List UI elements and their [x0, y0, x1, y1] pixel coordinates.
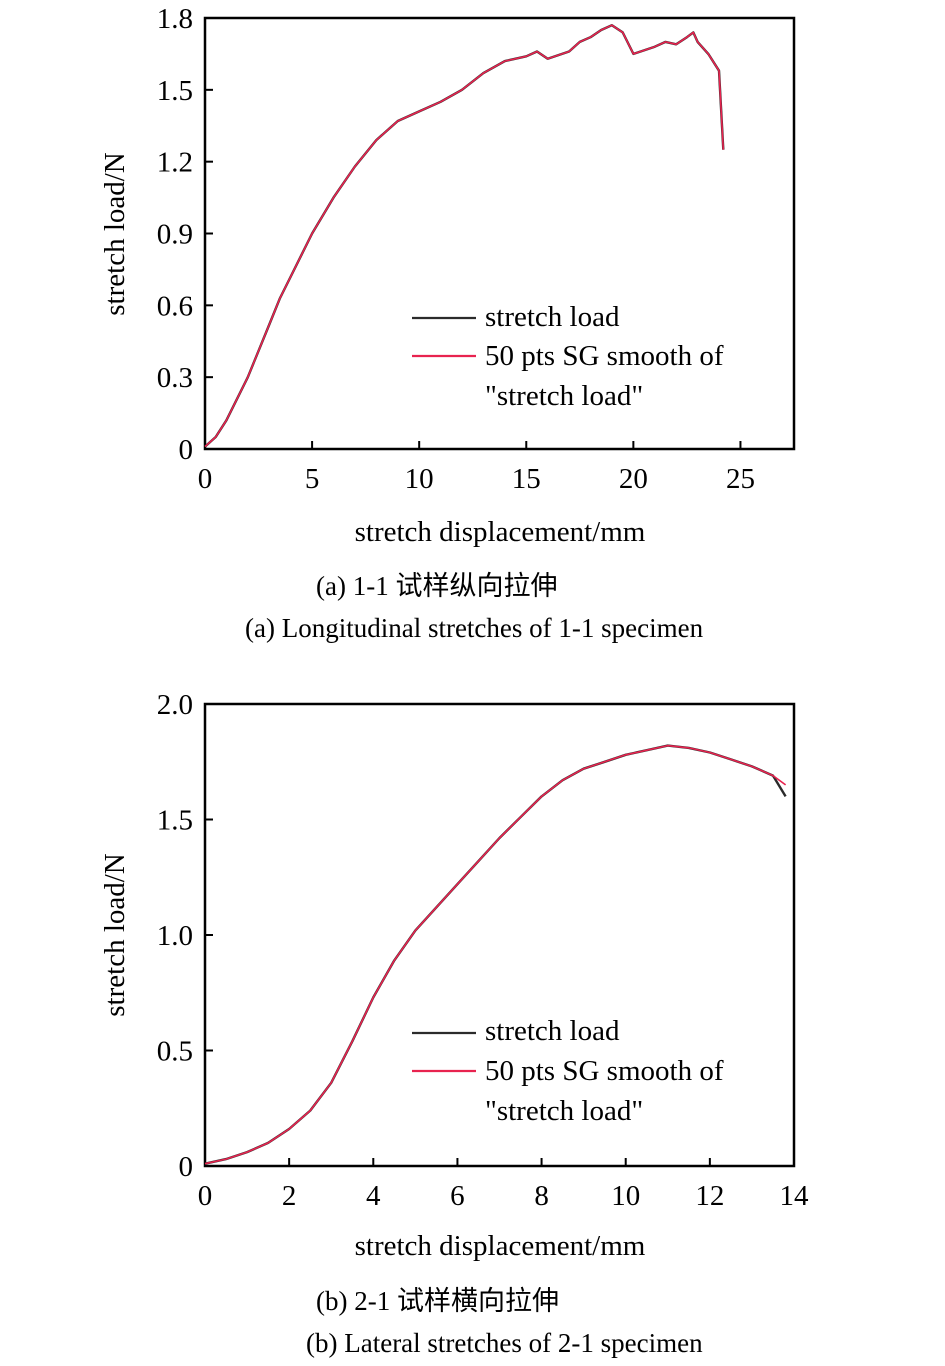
chart-b-legend-label-smooth: 50 pts SG smooth of "stretch load"	[485, 1055, 724, 1127]
chart-a-x-tick-label: 25	[726, 463, 755, 495]
chart-a-series-line-smooth	[204, 24, 725, 448]
chart-b-caption-en: (b) Lateral stretches of 2-1 specimen	[306, 1328, 703, 1358]
chart-b-x-tick-label: 0	[198, 1180, 213, 1212]
chart-b-y-tick-label: 0.5	[157, 1036, 193, 1068]
chart-a-x-label: stretch displacement/mm	[355, 516, 646, 548]
chart-a-x-tick-label: 15	[512, 463, 541, 495]
chart-b-plot: 0 2 4 6 8 10 12 14 0 0.5 1.0 1.5 2.0 stretch displa…	[99, 689, 809, 1262]
chart-a-y-label: stretch load/N	[99, 152, 131, 316]
chart-b-x-axis: 0 2 4 6 8 10 12 14	[198, 1158, 809, 1212]
chart-a-y-tick-label: 1.5	[157, 75, 193, 107]
chart-b-caption-cn: (b) 2-1 试样横向拉伸	[316, 1286, 559, 1316]
chart-a-y-tick-label: 0	[179, 434, 194, 466]
chart-b-x-tick-label: 6	[450, 1180, 465, 1212]
chart-a-y-tick-label: 0.9	[157, 219, 193, 251]
chart-b-y-tick-label: 1.0	[157, 920, 193, 952]
chart-b-x-tick-label: 8	[534, 1180, 549, 1212]
chart-a-x-tick-label: 10	[405, 463, 434, 495]
chart-a-caption-cn: (a) 1-1 试样纵向拉伸	[316, 571, 558, 601]
chart-a-legend-label-smooth: 50 pts SG smooth of "stretch load"	[485, 340, 724, 412]
chart-a-y-tick-label: 0.3	[157, 362, 193, 394]
chart-a-y-tick-label: 1.8	[157, 3, 193, 35]
chart-b-y-tick-label: 2.0	[157, 689, 193, 721]
chart-a-y-tick-label: 1.2	[157, 147, 193, 179]
chart-a-y-axis: 0 0.3 0.6 0.9 1.2 1.5 1.8	[157, 3, 213, 466]
chart-a-x-tick-label: 5	[305, 463, 320, 495]
chart-a-x-axis: 0 5 10 15 20 25	[198, 441, 755, 495]
chart-b-legend-label-raw: stretch load	[485, 1015, 620, 1047]
chart-a-legend: stretch load 50 pts SG smooth of "stretch…	[412, 301, 724, 412]
chart-b-x-tick-label: 12	[695, 1180, 724, 1212]
chart-b-x-tick-label: 2	[282, 1180, 297, 1212]
chart-b-series-group	[204, 744, 787, 1165]
chart-b-y-label: stretch load/N	[99, 853, 131, 1017]
chart-b-x-tick-label: 14	[780, 1180, 810, 1212]
chart-a-series-group	[204, 24, 725, 448]
chart-b-y-tick-label: 0	[179, 1151, 194, 1183]
chart-b-legend: stretch load 50 pts SG smooth of "stretch…	[412, 1015, 724, 1127]
chart-b-x-label: stretch displacement/mm	[355, 1230, 646, 1262]
chart-a-plot: 0 5 10 15 20 25 0 0.3 0.6 0.9 1.2 1.5 1.8 stretch d…	[99, 3, 796, 548]
chart-b-x-tick-label: 4	[366, 1180, 381, 1212]
chart-panel-a: 0 5 10 15 20 25 0 0.3 0.6 0.9 1.2 1.5 1.8 stretch d…	[0, 0, 945, 660]
chart-b-x-tick-label: 10	[611, 1180, 640, 1212]
chart-a-caption-en: (a) Longitudinal stretches of 1-1 specim…	[245, 613, 704, 643]
chart-b-y-tick-label: 1.5	[157, 805, 193, 837]
chart-panel-b: 0 2 4 6 8 10 12 14 0 0.5 1.0 1.5 2.0 stretch displa…	[0, 683, 945, 1366]
chart-a-y-tick-label: 0.6	[157, 290, 193, 322]
chart-a-legend-label-raw: stretch load	[485, 301, 620, 333]
chart-b-y-axis: 0 0.5 1.0 1.5 2.0	[157, 689, 213, 1183]
chart-a-x-tick-label: 20	[619, 463, 648, 495]
chart-a-x-tick-label: 0	[198, 463, 213, 495]
